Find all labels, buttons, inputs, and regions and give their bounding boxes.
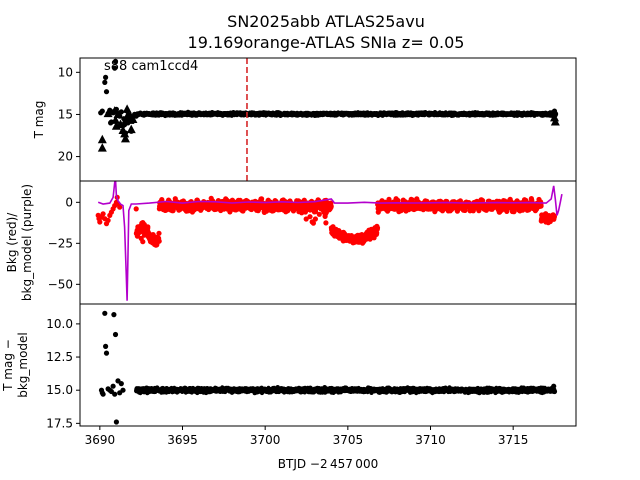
data-point [102,79,108,85]
chart-title-line2: 19.169orange-ATLAS SNIa z= 0.05 [188,33,465,52]
series-bkg-1 [97,181,563,301]
panel-diff: 10.012.515.017.5T mag − bkg_model [1,303,577,430]
y-axis-label: Bkg (red)/ [5,212,19,273]
data-point [548,112,554,118]
upper-limit-marker [550,112,560,122]
upper-limit-marker [97,134,107,144]
data-point [529,197,535,203]
panel-bkg: 0 −25 −50 Bkg (red)/bkg_model (purple) [5,180,577,305]
upper-limit-marker [126,124,136,134]
data-point [409,197,415,203]
data-point [135,224,141,230]
data-point [156,230,162,236]
bkg-model-line [97,181,563,301]
panel-tmag: 10 15 20 T mag s88 cam1ccd4 [32,57,577,182]
series-tmag-1 [97,104,560,152]
upper-limit-marker [97,143,107,152]
data-point [303,216,309,222]
data-point [316,211,322,217]
upper-limit-marker [120,128,130,138]
data-point [100,211,106,217]
series-tmag-0 [98,58,559,136]
data-point [112,65,118,71]
y-tick-label: 20 [58,150,73,164]
data-point [307,214,313,220]
plot-area-tmag [97,58,560,181]
data-point [328,203,334,209]
data-point [141,232,148,238]
y-axis-label: T mag [32,101,46,140]
data-point [312,216,318,222]
data-point [112,58,119,64]
data-point [133,113,139,119]
data-point [136,229,143,235]
upper-limit-marker [103,108,113,118]
data-point [156,238,162,244]
upper-limit-marker [550,117,560,126]
data-point [103,89,110,95]
data-point [140,239,146,245]
y-tick-label: 0 [65,195,73,209]
y-axis-label: bkg_model (purple) [20,184,34,301]
data-point [99,108,105,114]
data-point [323,220,329,226]
data-point [538,203,544,209]
plot-area-diff [98,310,558,425]
series-diff-0 [98,310,558,425]
data-point [480,198,486,204]
chart-title-line1: SN2025abb ATLAS25avu [227,12,425,31]
data-point [105,217,111,223]
data-point [551,108,558,114]
upper-limit-marker [122,104,132,113]
panel-annotation: s88 cam1ccd4 [104,59,198,74]
data-point [551,214,558,220]
y-tick-label: −50 [48,277,73,291]
y-tick-label: 10 [58,65,73,79]
data-point [310,220,316,226]
y-tick-label: 15 [58,107,73,121]
plot-area-bkg [95,181,563,301]
upper-limit-marker [120,133,130,143]
data-point [374,225,381,231]
data-point [97,219,103,225]
y-tick-label: −25 [48,236,73,250]
data-point [103,74,109,80]
data-point [145,224,151,230]
upper-limit-marker [111,115,121,124]
data-point [117,204,123,210]
upper-limit-marker [128,114,138,123]
data-point [133,206,139,212]
upper-limit-marker [113,109,123,118]
